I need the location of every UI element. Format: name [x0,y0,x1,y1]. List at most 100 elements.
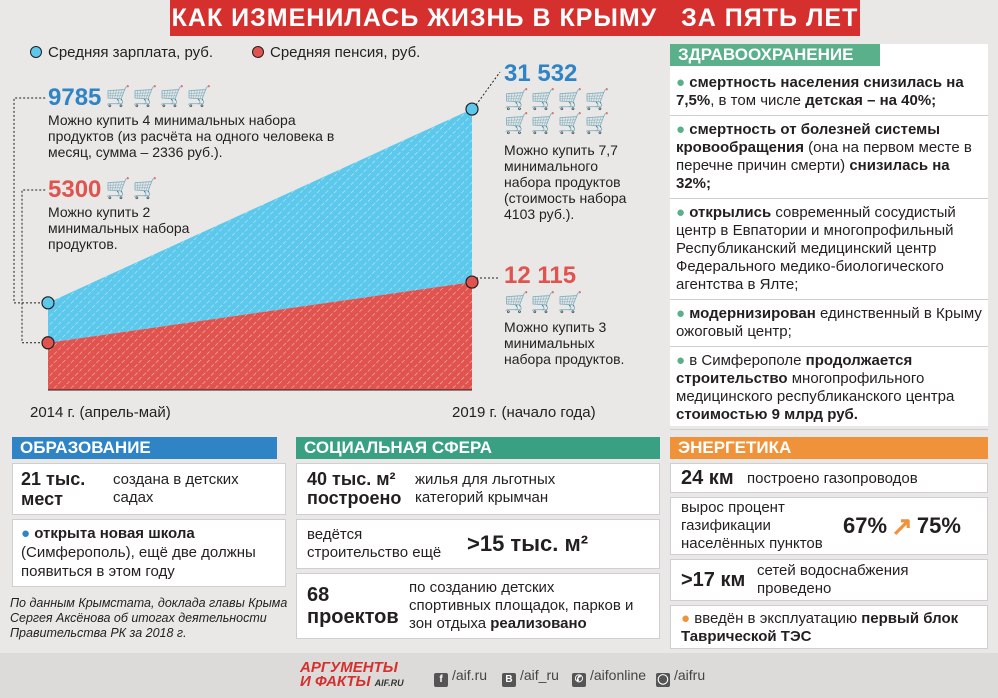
social-odnoklassniki-link[interactable]: ✆/aifonline [572,667,646,687]
bullet-dot-icon: ● [681,610,691,627]
education-stat-text: создана в детских садах [113,471,239,506]
health-list: ● смертность населения снизилась на 7,5%… [670,66,988,430]
social-r1-text: жилья для льготных категорий крымчан [415,471,556,506]
health-item: ● смертность населения снизилась на 7,5%… [670,74,988,116]
pension-dot-icon [252,46,264,58]
social-row-1: 40 тыс. м² построено жилья для льготных … [296,463,660,515]
health-item-text: детская – на 40%; [805,92,937,109]
salary-point-2014 [41,296,55,310]
health-item-text: открылись [689,204,772,221]
energy-row-2: вырос процент газификации населённых пун… [670,497,988,555]
leader-salary-2014 [13,97,46,304]
callout-pension-2014: 5300 🛒🛒 Можно купить 2 минимальных набор… [48,176,228,252]
social-r2-value: >15 тыс. м² [467,531,589,556]
health-item: ● модернизирован единственный в Крыму ож… [670,305,988,347]
salary-area-hatch [48,109,472,343]
social-r3-value: 68 проектов [307,584,399,628]
social-r3-bold: реализовано [490,615,587,632]
health-item-text: смертность населения снизилась на 7,5% [676,74,964,109]
health-item-text: современный сосудистый центр в Евпатории… [676,204,956,293]
x-tick-2019: 2019 г. (начало года) [452,404,596,421]
social-r1-value: 40 тыс. м² построено [307,469,402,508]
bullet-dot-icon: ● [676,121,690,138]
social-heading: СОЦИАЛЬНАЯ СФЕРА [296,437,660,459]
salary-2019-value: 31 532 [504,60,578,87]
pension-2014-value: 5300 [48,176,102,203]
energy-row-1: 24 км построено газопроводов [670,463,988,493]
salary-2019-note: Можно купить 7,7 минимального набора про… [504,142,627,222]
logo-line-1: АРГУМЕНТЫ [300,659,398,676]
x-tick-2014: 2014 г. (апрель-май) [30,404,171,421]
energy-row-3: >17 км сетей водоснабжения проведено [670,559,988,601]
social-r3-text: по созданию детских спортивных площадок,… [409,579,634,632]
health-item-text: модернизирован [689,305,816,322]
social-r2-text: ведётся строительство ещё [307,526,442,561]
energy-row-4: ● введён в эксплуатацию первый блок Тавр… [670,605,988,649]
vk-icon: B [502,673,516,687]
social-facebook-link[interactable]: f/aif.ru [434,667,487,687]
health-item-text: стоимостью 9 млрд руб. [676,406,858,423]
energy-r1-value: 24 км [681,466,734,489]
salary-2014-value: 9785 [48,84,102,111]
health-item: ● в Симферополе продолжается строительст… [670,352,988,430]
salary-2014-note: Можно купить 4 минимальных набора продук… [48,112,335,160]
energy-r4-bold: первый блок Таврической ТЭС [681,610,959,645]
energy-heading: ЭНЕРГЕТИКА [670,437,988,459]
health-item-text: продолжается строительство [676,352,913,387]
energy-panel: ЭНЕРГЕТИКА 24 км построено газопроводов … [670,437,988,649]
pension-area-hatch [48,282,472,390]
education-stat-row: 21 тыс. мест создана в детских садах [12,463,286,515]
health-item-text: в Симферополе [689,352,806,369]
legend-pension: Средняя пенсия, руб. [252,44,420,62]
energy-r2-from: 67% [843,513,888,538]
health-item-text: многопрофильного медицинского республика… [676,370,955,405]
bullet-dot-icon: ● [676,204,690,221]
legend-salary: Средняя зарплата, руб. [30,44,213,62]
health-item-text: (она на первом месте в перечне причин см… [676,139,972,174]
cart-icons: 🛒🛒🛒🛒 🛒🛒🛒🛒 [504,89,612,135]
health-item-text: , в том числе [710,92,806,109]
health-item: ● открылись современный сосудистый центр… [670,204,988,300]
social-instagram-link[interactable]: ◯/aifru [656,667,706,687]
health-item-text: единственный в Крыму ожоговый центр; [676,305,982,340]
pension-2019-value: 12 115 [504,262,577,289]
health-item-text: снизилась на 32%; [676,157,950,192]
energy-r3-value: >17 км [681,568,746,591]
salary-dot-icon [30,46,42,58]
aif-logo[interactable]: АРГУМЕНТЫ И ФАКТЫ AIF.RU [300,659,404,690]
education-school-rest: (Симферополь), ещё две должны появиться … [21,544,256,580]
area-chart [13,71,501,391]
bullet-dot-icon: ● [676,74,690,91]
social-vk-link[interactable]: B/aif_ru [502,667,559,687]
arrow-up-right-icon: ↗ [891,510,913,541]
bullet-dot-icon: ● [21,525,31,542]
page-title: КАК ИЗМЕНИЛАСЬ ЖИЗНЬ В КРЫМУ ЗА ПЯТЬ ЛЕТ [170,0,860,36]
callout-salary-2014: 9785 🛒🛒🛒🛒 Можно купить 4 минимальных наб… [48,84,338,160]
facebook-icon: f [434,673,448,687]
source-note: По данным Крымстата, доклада главы Крыма… [10,596,288,640]
bullet-dot-icon: ● [676,352,690,369]
education-school-bold: открыта новая школа [34,525,195,542]
salary-point-2019 [465,102,479,116]
education-heading: ОБРАЗОВАНИЕ [12,437,277,459]
health-item: ● смертность от болезней системы кровооб… [670,121,988,199]
education-panel: ОБРАЗОВАНИЕ 21 тыс. мест создана в детск… [12,437,286,587]
pension-2019-note: Можно купить 3 минимальных набора продук… [504,319,625,367]
social-row-2: ведётся строительство ещё >15 тыс. м² [296,519,660,569]
health-panel: ЗДРАВООХРАНЕНИЕ ● смертность населения с… [670,44,988,430]
education-school-row: ● открыта новая школа (Симферополь), ещё… [12,519,286,587]
education-stat-value: 21 тыс. мест [21,469,86,509]
pension-point-2019 [465,275,479,289]
cart-icons: 🛒🛒🛒 [504,292,585,314]
health-item-text: смертность от болезней системы кровообра… [676,121,941,156]
logo-line-2: И ФАКТЫ [300,673,371,690]
energy-r4-text: введён в эксплуатацию [694,610,862,627]
health-heading: ЗДРАВООХРАНЕНИЕ [670,44,880,66]
energy-r2-to: 75% [916,513,961,538]
bullet-dot-icon: ● [676,305,690,322]
pension-point-2014 [41,336,55,350]
cart-icons: 🛒🛒🛒🛒 [105,86,214,108]
leader-salary-2019 [475,71,501,106]
cart-icons: 🛒🛒 [105,178,160,200]
social-panel: СОЦИАЛЬНАЯ СФЕРА 40 тыс. м² построено жи… [296,437,660,639]
